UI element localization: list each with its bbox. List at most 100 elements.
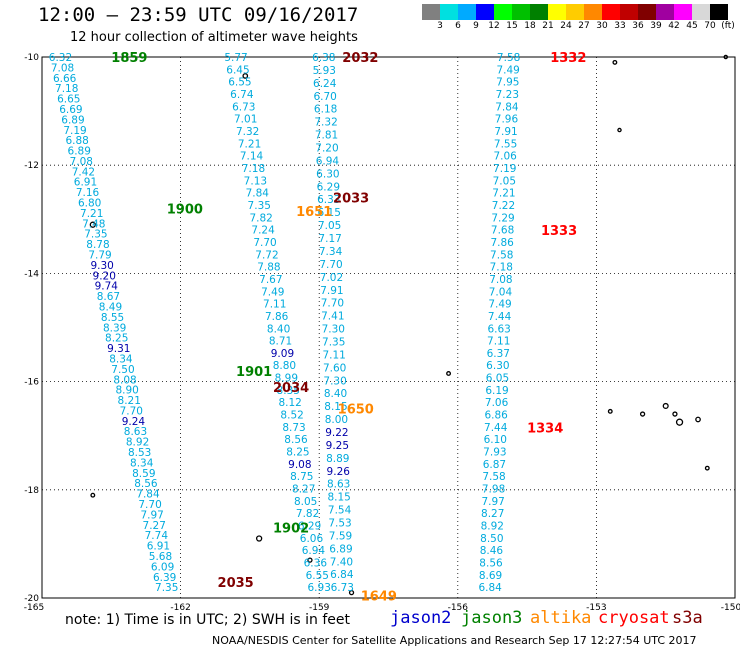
- wave-height-value: 6.94: [302, 545, 326, 557]
- legend-swatch: [548, 4, 566, 20]
- pass-time-label: 2035: [218, 576, 254, 591]
- wave-height-value: 9.09: [271, 348, 294, 360]
- wave-height-value: 7.59: [329, 530, 352, 542]
- wave-height-value: 6.91: [147, 541, 170, 553]
- wave-height-value: 7.70: [120, 405, 143, 417]
- wave-height-value: 8.63: [327, 479, 350, 491]
- wave-height-value: 7.91: [494, 126, 517, 138]
- legend-swatch: [692, 4, 710, 20]
- legend-label: 27: [578, 21, 590, 31]
- wave-height-value: 7.21: [238, 138, 261, 150]
- wave-height-value: 7.20: [315, 143, 338, 155]
- legend-label: 3: [437, 21, 443, 31]
- wave-height-value: 7.35: [322, 336, 345, 348]
- wave-height-value: 6.69: [59, 104, 82, 116]
- wave-height-value: 6.84: [330, 569, 354, 581]
- wave-height-value: 8.53: [128, 447, 151, 459]
- wave-height-value: 7.84: [136, 489, 160, 501]
- wave-height-value: 7.16: [76, 187, 100, 199]
- wave-height-value: 8.52: [280, 410, 303, 422]
- wave-height-value: 7.23: [496, 89, 519, 101]
- altika-track: 6.385.936.246.706.187.327.817.206.946.30…: [312, 52, 354, 594]
- legend-swatch: [422, 4, 440, 20]
- wave-height-value: 6.87: [483, 459, 506, 471]
- wave-height-value: 7.79: [88, 250, 111, 262]
- wave-height-value: 7.81: [315, 130, 338, 142]
- wave-height-value: 8.40: [324, 388, 347, 400]
- lat-tick-label: -16: [24, 378, 39, 388]
- map-frame: [41, 56, 736, 599]
- wave-height-value: 8.90: [115, 385, 138, 397]
- wave-height-value: 7.96: [495, 114, 519, 126]
- wave-height-value: 8.05: [294, 496, 317, 508]
- lon-tick-label: -165: [24, 603, 44, 613]
- wave-height-value: 7.13: [244, 175, 267, 187]
- wave-height-value: 7.19: [63, 125, 86, 137]
- wave-height-value: 8.75: [290, 471, 313, 483]
- wave-height-value: 8.25: [105, 333, 128, 345]
- wave-height-value: 8.89: [326, 453, 349, 465]
- wave-height-value: 6.86: [484, 410, 508, 422]
- legend-swatch: [530, 4, 548, 20]
- island-marker: [90, 492, 96, 498]
- wave-height-value: 8.15: [324, 401, 347, 413]
- island-marker: [617, 127, 622, 133]
- wave-height-value: 7.48: [82, 218, 105, 230]
- lat-tick-label: -10: [24, 53, 39, 63]
- wave-height-value: 7.70: [253, 237, 276, 249]
- legend-label: 18: [524, 21, 536, 31]
- island-marker: [704, 465, 710, 471]
- legend-label: 42: [668, 21, 680, 31]
- island-marker: [662, 402, 669, 409]
- wave-height-value: 6.66: [53, 73, 77, 85]
- wave-height-value: 6.09: [151, 561, 174, 573]
- wave-height-value: 7.86: [490, 237, 514, 249]
- wave-height-value: 6.94: [316, 155, 340, 167]
- wave-height-value: 8.99: [275, 373, 298, 385]
- wave-height-value: 6.65: [57, 94, 80, 106]
- wave-height-value: 5.93: [313, 65, 336, 77]
- wave-height-value: 7.30: [323, 375, 346, 387]
- wave-height-value: 7.08: [51, 62, 74, 74]
- wave-height-value: 9.24: [122, 416, 146, 428]
- wave-height-value: 7.82: [249, 212, 272, 224]
- wave-height-value: 8.56: [479, 558, 503, 570]
- pass-time-label: 1900: [167, 202, 203, 217]
- wave-height-value: 7.05: [493, 175, 516, 187]
- legend-swatch: [476, 4, 494, 20]
- wave-height-value: 8.39: [103, 322, 126, 334]
- wave-height-value: 6.37: [487, 348, 510, 360]
- wave-height-value: 6.91: [74, 177, 97, 189]
- wave-height-value: 8.12: [278, 397, 301, 409]
- wave-height-value: 6.10: [484, 434, 507, 446]
- wave-height-value: 6.32: [49, 52, 72, 64]
- wave-height-value: 6.89: [329, 543, 352, 555]
- legend-label: 30: [596, 21, 608, 31]
- lon-tick-label: -150: [721, 603, 740, 613]
- wave-height-value: 8.49: [99, 301, 122, 313]
- legend-label: 33: [614, 21, 626, 31]
- wave-height-value: 7.44: [488, 311, 512, 323]
- wave-height-value: 6.33: [317, 194, 340, 206]
- pass-time-label: 1649: [361, 589, 397, 604]
- wave-height-value: 6.15: [318, 207, 341, 219]
- wave-height-value: 7.24: [251, 225, 275, 237]
- wave-height-value: 8.55: [101, 312, 124, 324]
- mission-label-jason2: jason2: [390, 608, 452, 628]
- wave-height-value: 8.21: [118, 395, 141, 407]
- wave-height-value: 8.25: [286, 447, 309, 459]
- wave-height-value: 7.19: [493, 163, 516, 175]
- pass-time-label: 1651: [296, 205, 332, 220]
- island-marker: [695, 416, 701, 423]
- wave-height-value: 7.18: [55, 83, 78, 95]
- wave-height-value: 6.45: [226, 64, 249, 76]
- jason3-left-track: 6.327.086.667.186.656.696.897.196.886.89…: [49, 52, 179, 594]
- pass-time-label: 2033: [333, 192, 369, 207]
- wave-height-value: 7.41: [321, 311, 344, 323]
- wave-height-value: 8.92: [481, 521, 504, 533]
- wave-height-value: 6.24: [313, 78, 337, 90]
- lat-tick-label: -20: [24, 594, 39, 604]
- wave-height-value: 8.73: [282, 422, 305, 434]
- legend-label: 70: [704, 21, 716, 31]
- wave-height-value: 8.67: [97, 291, 120, 303]
